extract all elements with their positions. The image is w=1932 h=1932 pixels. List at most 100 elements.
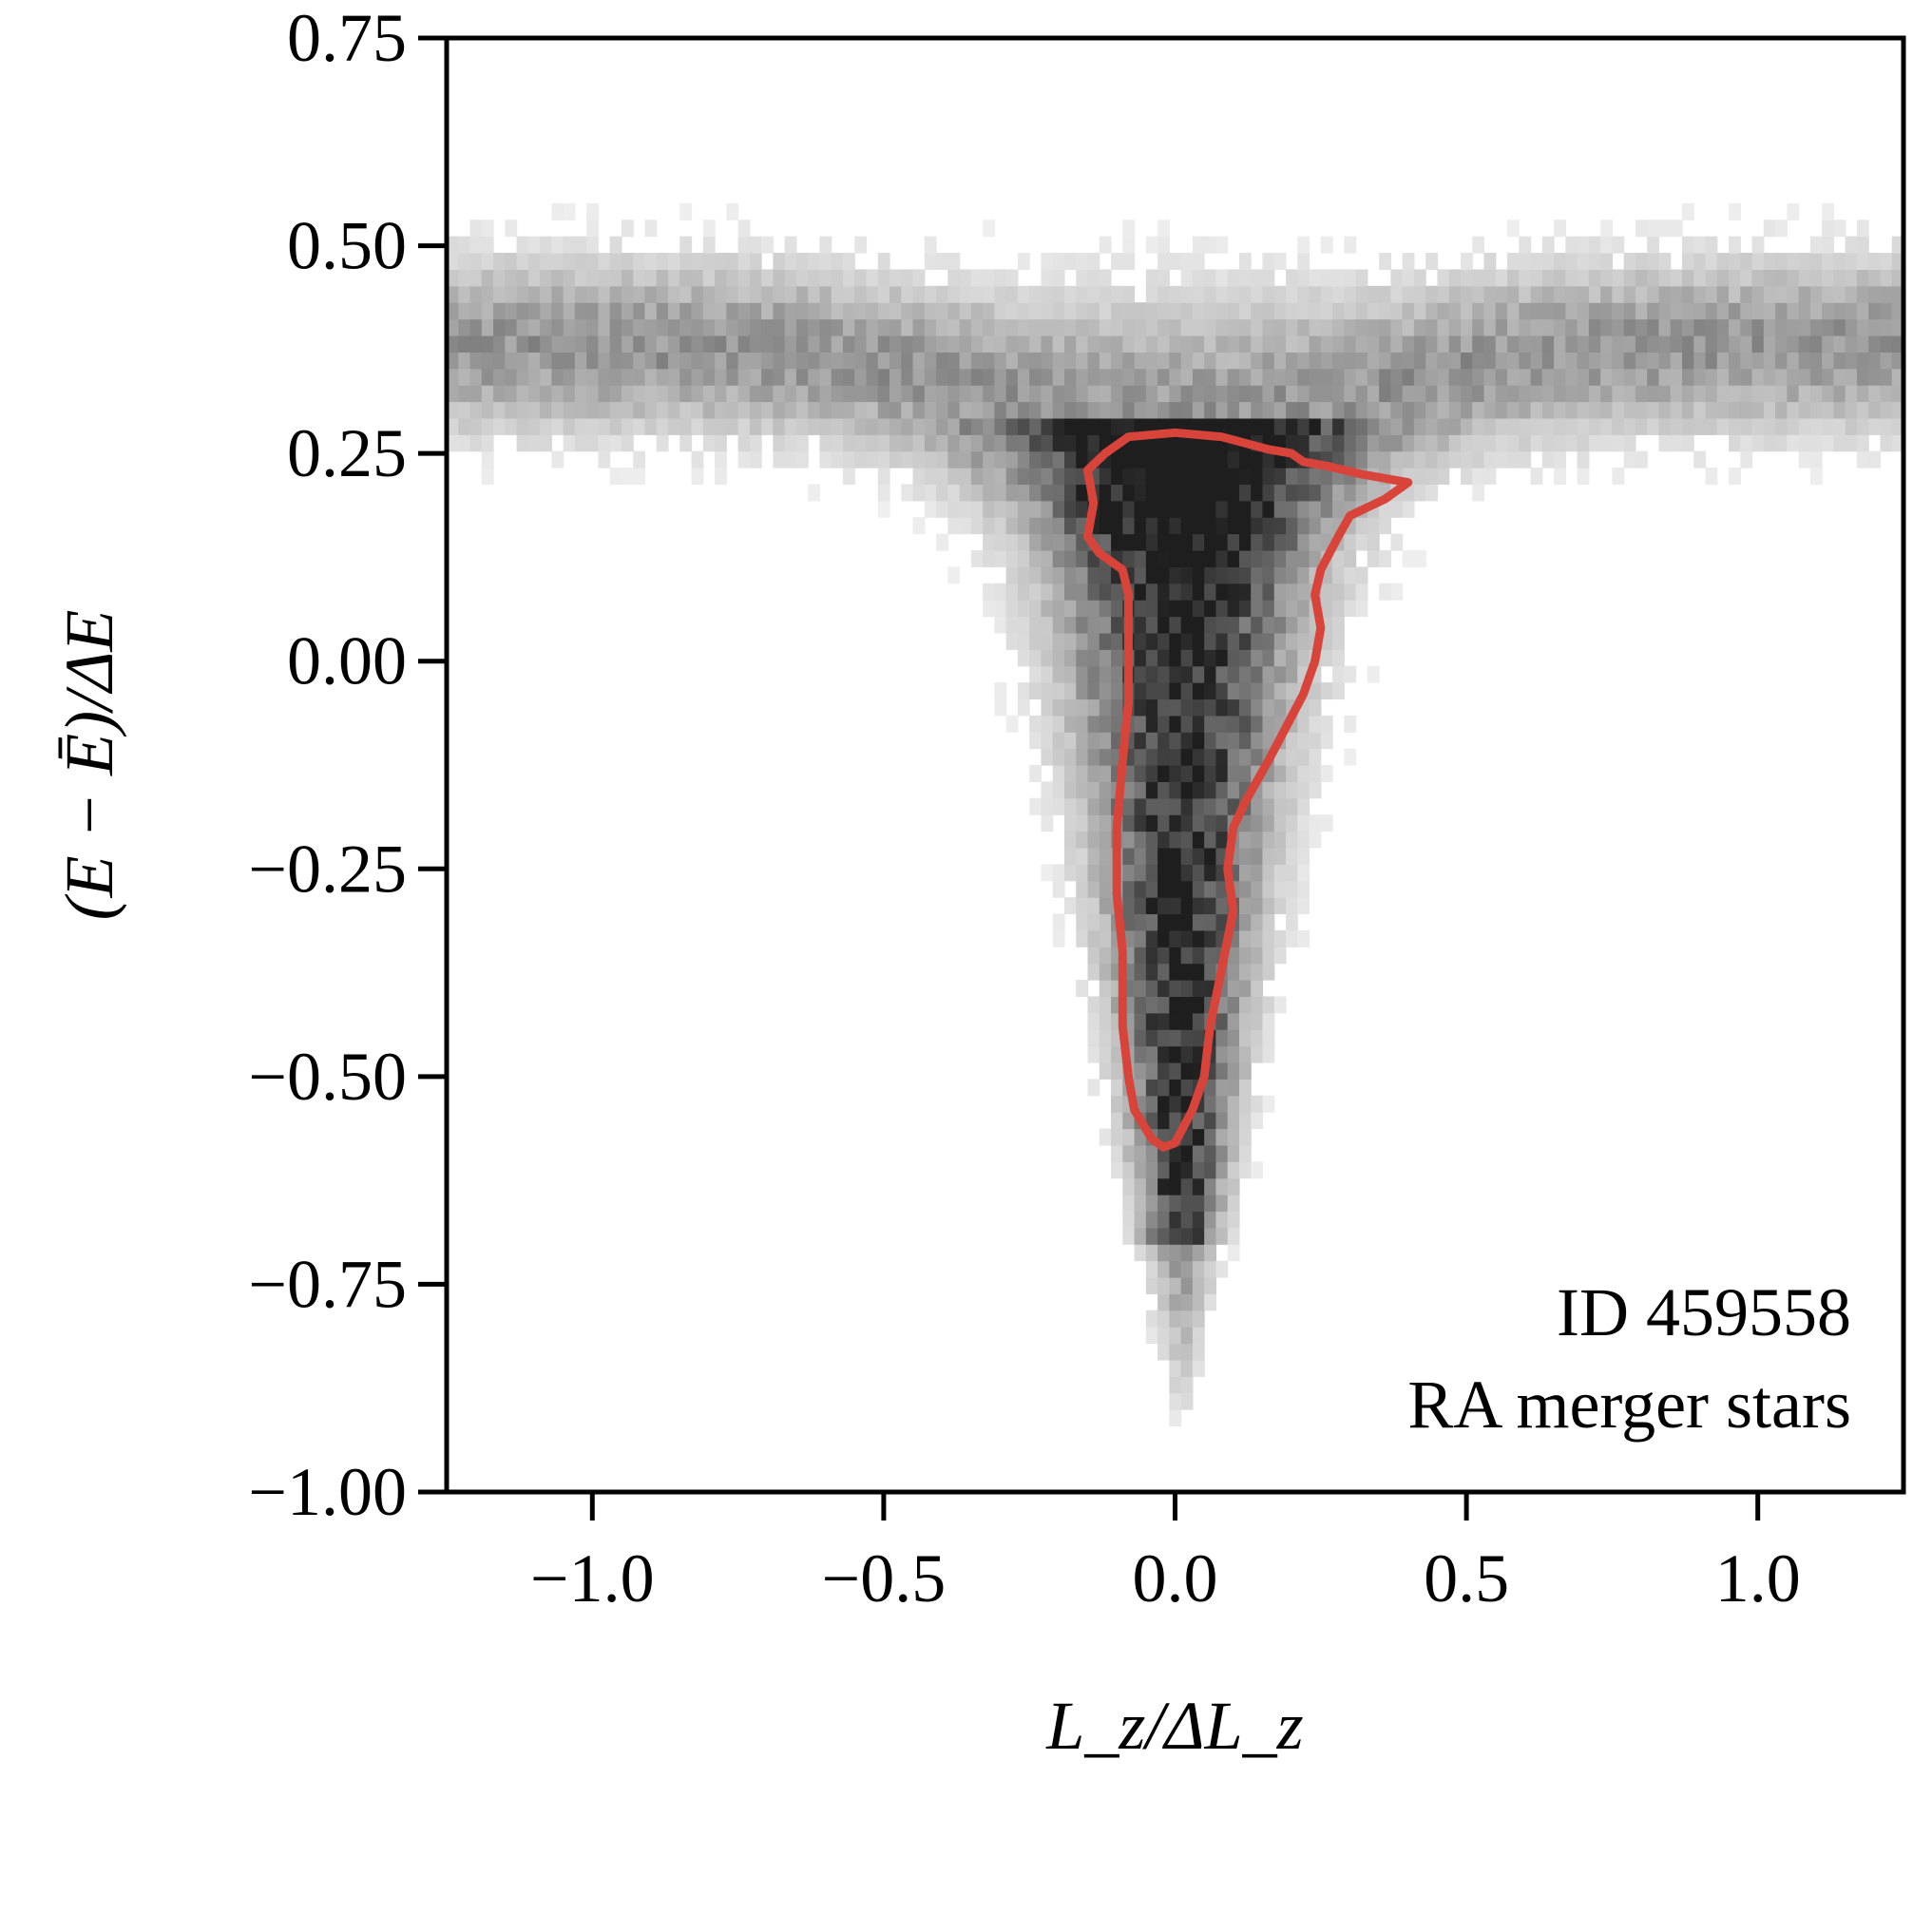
heatmap-cell (493, 285, 506, 303)
heatmap-cell (1087, 566, 1100, 584)
heatmap-cell (1169, 434, 1182, 452)
heatmap-cell (1623, 253, 1636, 271)
heatmap-cell (1483, 285, 1497, 303)
heatmap-cell (959, 385, 972, 403)
heatmap-cell (1041, 352, 1054, 370)
heatmap-cell (540, 302, 552, 320)
heatmap-cell (458, 335, 471, 353)
heatmap-cell (1273, 285, 1287, 303)
heatmap-cell (842, 385, 855, 403)
heatmap-cell (1087, 897, 1100, 915)
heatmap-cell (1238, 665, 1252, 683)
heatmap-cell (1122, 897, 1136, 915)
heatmap-cell (1134, 947, 1147, 965)
heatmap-cell (1507, 385, 1520, 403)
heatmap-cell (668, 318, 680, 336)
heatmap-cell (1180, 1310, 1194, 1328)
heatmap-cell (1367, 484, 1380, 502)
heatmap-cell (1309, 765, 1322, 782)
heatmap-cell (1157, 302, 1170, 320)
heatmap-cell (1227, 1161, 1240, 1179)
heatmap-cell (1052, 385, 1065, 403)
heatmap-cell (1856, 352, 1869, 370)
heatmap-cell (574, 253, 587, 271)
heatmap-cell (1204, 285, 1217, 303)
heatmap-cell (761, 269, 774, 287)
heatmap-cell (1740, 253, 1753, 271)
heatmap-cell (983, 302, 995, 320)
heatmap-cell (458, 269, 471, 287)
heatmap-cell (1623, 434, 1636, 452)
heatmap-cell (866, 335, 879, 353)
heatmap-cell (702, 352, 716, 370)
heatmap-cell (1076, 732, 1089, 750)
heatmap-cell (1729, 401, 1741, 419)
heatmap-cell (1635, 450, 1648, 469)
heatmap-cell (1519, 401, 1532, 419)
heatmap-cell (1063, 665, 1077, 683)
heatmap-cell (1286, 500, 1298, 518)
heatmap-cell (551, 335, 564, 353)
heatmap-cell (1425, 468, 1439, 486)
heatmap-cell (1332, 352, 1345, 370)
heatmap-cell (1169, 468, 1182, 486)
heatmap-cell (889, 401, 902, 419)
heatmap-cell (621, 335, 634, 353)
heatmap-cell (1809, 236, 1823, 254)
heatmap-cell (737, 285, 751, 303)
heatmap-cell (1134, 318, 1147, 336)
heatmap-cell (924, 401, 937, 419)
heatmap-cell (749, 417, 762, 435)
heatmap-cell (1017, 352, 1030, 370)
heatmap-cell (656, 285, 669, 303)
heatmap-cell (1180, 864, 1194, 882)
heatmap-cell (854, 368, 868, 386)
heatmap-cell (1262, 1045, 1275, 1063)
heatmap-cell (1437, 368, 1450, 386)
heatmap-cell (1227, 368, 1240, 386)
heatmap-cell (795, 417, 809, 435)
heatmap-cell (1763, 220, 1776, 238)
heatmap-cell (1052, 549, 1065, 567)
heatmap-cell (1297, 583, 1310, 601)
heatmap-cell (691, 450, 704, 469)
heatmap-cell (1809, 253, 1823, 271)
heatmap-cell (1063, 285, 1077, 303)
heatmap-cell (516, 417, 529, 435)
heatmap-cell (1180, 285, 1194, 303)
heatmap-cell (516, 368, 529, 386)
heatmap-cell (1623, 417, 1636, 435)
heatmap-cell (702, 269, 716, 287)
heatmap-cell (1286, 335, 1298, 353)
heatmap-cell (1670, 368, 1683, 386)
heatmap-cell (1029, 417, 1043, 435)
heatmap-cell (947, 434, 961, 452)
heatmap-cell (1845, 335, 1858, 353)
heatmap-cell (1507, 285, 1520, 303)
heatmap-cell (1238, 401, 1252, 419)
heatmap-cell (1215, 1079, 1229, 1097)
heatmap-cell (1134, 880, 1147, 898)
heatmap-cell (947, 417, 961, 435)
heatmap-cell (1017, 335, 1030, 353)
heatmap-cell (1169, 1079, 1182, 1097)
heatmap-cell (1227, 980, 1240, 998)
heatmap-cell (493, 269, 506, 287)
heatmap-cell (1227, 549, 1240, 567)
heatmap-cell (469, 285, 483, 303)
heatmap-cell (1111, 318, 1123, 336)
heatmap-cell (691, 352, 704, 370)
heatmap-cell (1227, 765, 1240, 782)
heatmap-cell (1740, 285, 1753, 303)
heatmap-cell (1833, 220, 1846, 238)
heatmap-cell (1554, 285, 1566, 303)
heatmap-cell (1111, 583, 1123, 601)
heatmap-cell (1868, 352, 1882, 370)
heatmap-cell (1729, 434, 1741, 452)
heatmap-cell (1507, 220, 1520, 238)
heatmap-cell (1262, 632, 1275, 650)
heatmap-cell (1180, 1276, 1194, 1294)
heatmap-cell (1192, 649, 1205, 667)
heatmap-cell (1111, 385, 1123, 403)
heatmap-cell (983, 417, 995, 435)
